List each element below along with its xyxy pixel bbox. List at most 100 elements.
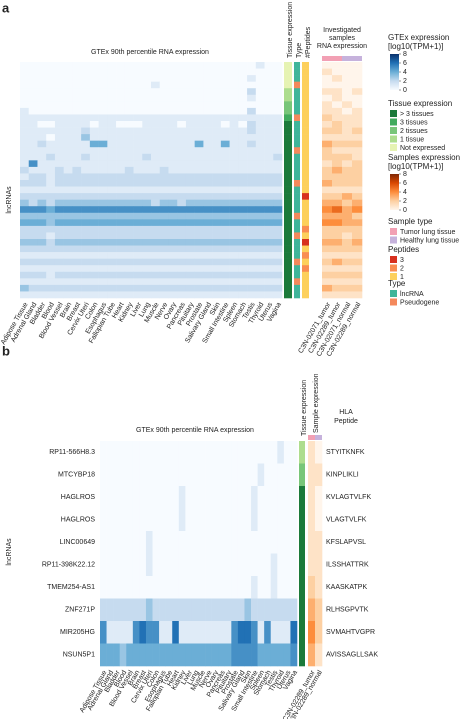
heatmap-cell <box>106 598 114 622</box>
heatmap-cell <box>107 219 117 227</box>
heatmap-cell <box>172 598 180 622</box>
heatmap-cell <box>264 153 274 161</box>
legend-swatch <box>390 273 397 280</box>
heatmap-cell <box>46 127 56 135</box>
sample-cell <box>315 621 323 644</box>
heatmap-cell <box>119 598 127 622</box>
heatmap-cell <box>20 225 30 233</box>
heatmap-cell <box>124 206 134 214</box>
heatmap-cell <box>107 68 117 76</box>
heatmap-cell <box>247 101 257 109</box>
heatmap-cell <box>107 212 117 220</box>
sample-cell <box>352 81 363 89</box>
heatmap-cell <box>159 463 166 487</box>
sample-cell <box>332 147 343 155</box>
heatmap-cell <box>218 553 226 577</box>
heatmap-cell <box>198 553 206 577</box>
heatmap-cell <box>168 193 178 200</box>
heatmap-cell <box>185 186 195 194</box>
heatmap-cell <box>100 621 107 644</box>
heatmap-cell <box>177 94 187 102</box>
heatmap-cell <box>229 193 239 200</box>
heatmap-cell <box>168 94 178 102</box>
sample-cell <box>322 75 333 82</box>
heatmap-cell <box>165 553 173 577</box>
heatmap-cell <box>172 553 180 577</box>
heatmap-cell <box>81 101 91 109</box>
heatmap-cell <box>81 232 91 240</box>
heatmap-cell <box>28 127 38 135</box>
heatmap-cell <box>238 278 248 286</box>
peptide-cell <box>302 212 309 220</box>
heatmap-cell <box>273 212 283 220</box>
heatmap-cell <box>152 508 160 532</box>
heatmap-cell <box>185 531 193 554</box>
heatmap-cell <box>142 147 152 155</box>
heatmap-cell <box>185 193 195 200</box>
sample-cell <box>332 68 343 76</box>
panel-label: a <box>2 0 10 15</box>
heatmap-cell <box>142 186 152 194</box>
heatmap-cell <box>37 121 47 128</box>
heatmap-cell <box>28 271 38 279</box>
heatmap-cell <box>178 486 186 509</box>
heatmap-cell <box>203 121 213 128</box>
peptide-cell <box>302 147 309 155</box>
heatmap-cell <box>229 271 239 279</box>
column-header: Investigated <box>323 27 361 34</box>
heatmap-cell <box>237 643 245 667</box>
heatmap-cell <box>124 291 134 299</box>
heatmap-cell <box>211 486 219 509</box>
heatmap-cell <box>168 232 178 240</box>
heatmap-cell <box>37 271 47 279</box>
heatmap-cell <box>220 271 230 279</box>
heatmap-cell <box>63 258 73 266</box>
sample-cell <box>332 88 343 96</box>
heatmap-cell <box>218 441 226 464</box>
sample-cell <box>342 75 353 82</box>
heatmap-cell <box>37 114 47 122</box>
heatmap-cell <box>185 278 195 286</box>
heatmap-cell <box>231 553 239 577</box>
heatmap-cell <box>203 186 213 194</box>
sample-cell <box>352 258 363 266</box>
heatmap-cell <box>46 107 56 115</box>
heatmap-cell <box>63 199 73 207</box>
heatmap-cell <box>238 160 248 168</box>
tissue-expression-cell <box>284 107 292 115</box>
type-cell <box>294 134 300 141</box>
heatmap-cell <box>133 140 143 148</box>
sample-cell <box>322 239 333 246</box>
heatmap-cell <box>133 232 143 240</box>
heatmap-cell <box>168 206 178 214</box>
heatmap-cell <box>159 508 166 532</box>
legend-swatch <box>390 110 397 117</box>
heatmap-cell <box>220 75 230 82</box>
heatmap-cell <box>46 160 56 168</box>
heatmap-cell <box>229 75 239 82</box>
heatmap-cell <box>116 101 126 109</box>
heatmap-cell <box>132 463 140 487</box>
heatmap-cell <box>218 621 226 644</box>
heatmap-cell <box>98 134 108 141</box>
heatmap-cell <box>185 291 195 299</box>
heatmap-cell <box>81 75 91 82</box>
sample-cell <box>322 225 333 233</box>
legend-tick-label: 6 <box>403 60 407 67</box>
tissue-expression-cell <box>284 245 292 253</box>
sample-cell <box>322 62 333 69</box>
heatmap-cell <box>89 153 99 161</box>
heatmap-cell <box>212 166 222 174</box>
heatmap-cell <box>133 173 143 181</box>
heatmap-cell <box>220 245 230 253</box>
heatmap-cell <box>159 245 169 253</box>
row-label: NSUN5P1 <box>63 652 95 659</box>
heatmap-cell <box>107 101 117 109</box>
heatmap-cell <box>54 271 64 279</box>
heatmap-cell <box>220 206 230 214</box>
heatmap-cell <box>107 206 117 214</box>
heatmap-cell <box>220 239 230 246</box>
tissue-expression-cell <box>284 271 292 279</box>
heatmap-cell <box>107 252 117 259</box>
heatmap-cell <box>113 576 120 599</box>
